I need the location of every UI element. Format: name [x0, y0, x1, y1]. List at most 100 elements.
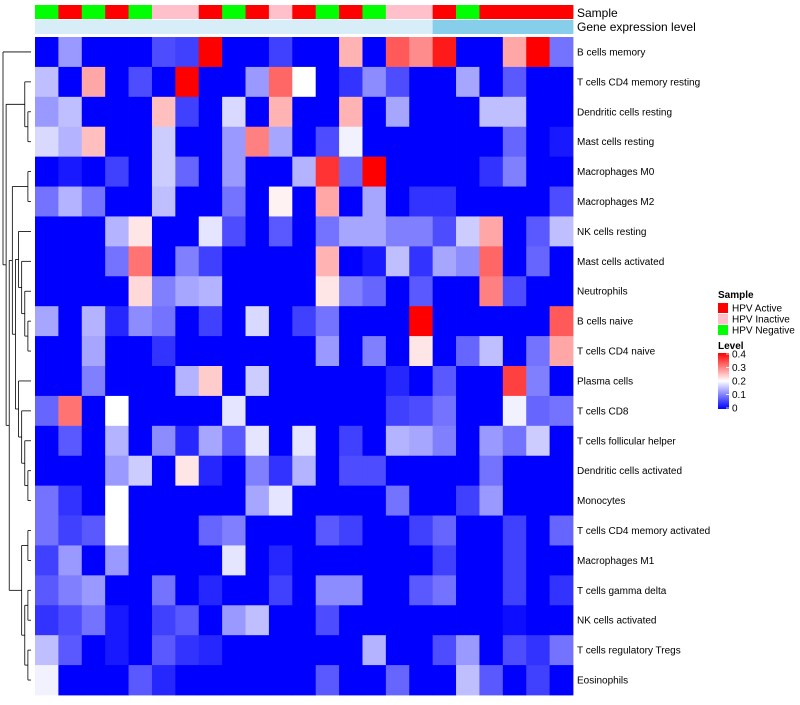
row-label: Eosinophils: [577, 676, 628, 687]
heatmap-cell: [128, 336, 153, 367]
heatmap-cell: [268, 635, 293, 666]
heatmap-cell: [292, 665, 317, 696]
heatmap-cell: [432, 366, 457, 397]
heatmap-cell: [58, 276, 83, 307]
heatmap-cell: [456, 425, 480, 457]
heatmap-cell: [526, 276, 551, 307]
heatmap-cell: [128, 545, 153, 576]
row-label: Mast cells activated: [577, 257, 664, 268]
heatmap-cell: [35, 186, 59, 217]
sample-annotation-cell: [81, 5, 106, 19]
heatmap-cell: [502, 545, 527, 576]
heatmap-cell: [526, 545, 551, 576]
heatmap-cell: [175, 515, 200, 546]
sample-annotation-cell: [339, 5, 363, 19]
heatmap-cell: [409, 485, 434, 516]
legend-level-tick-label: 0.4: [732, 350, 746, 361]
heatmap-cell: [502, 575, 527, 606]
heatmap-cell: [81, 37, 106, 68]
heatmap-cell: [105, 665, 129, 696]
heatmap-cell: [128, 605, 153, 636]
heatmap-cell: [502, 216, 527, 247]
heatmap-cell: [385, 515, 410, 546]
heatmap-cell: [81, 605, 106, 636]
heatmap-cell: [339, 336, 363, 367]
heatmap-cell: [549, 635, 574, 666]
heatmap-cell: [339, 545, 363, 576]
heatmap-cell: [198, 186, 223, 217]
heatmap-cell: [58, 37, 83, 68]
heatmap-cell: [526, 366, 551, 397]
heatmap-cell: [339, 276, 363, 307]
legend-entry-label: HPV Inactive: [732, 315, 790, 326]
heatmap-cell: [432, 66, 457, 98]
row-label: T cells gamma delta: [577, 586, 667, 597]
sample-annotation-cell: [35, 5, 59, 19]
heatmap-cell: [58, 366, 83, 397]
heatmap-cell: [432, 156, 457, 187]
heatmap-cell: [245, 455, 270, 487]
heatmap-cell: [35, 515, 59, 546]
heatmap-cell: [479, 575, 504, 606]
heatmap-cell: [151, 515, 176, 546]
heatmap-cell: [479, 395, 504, 427]
heatmap-cell: [151, 665, 176, 696]
heatmap-cell: [81, 665, 106, 696]
heatmap-cell: [385, 455, 410, 487]
heatmap-cell: [385, 186, 410, 217]
heatmap-cell: [456, 186, 480, 217]
sample-annotation-cell: [268, 5, 293, 19]
heatmap-cell: [175, 605, 200, 636]
heatmap-cell: [175, 276, 200, 307]
heatmap-cell: [81, 66, 106, 98]
heatmap-cell: [385, 635, 410, 666]
heatmap-cell: [502, 96, 527, 128]
heatmap-cell: [128, 665, 153, 696]
gene-annotation-cell: [58, 20, 83, 34]
heatmap-cell: [456, 156, 480, 187]
heatmap-cell: [315, 216, 340, 247]
heatmap-cell: [549, 485, 574, 516]
heatmap-cell: [502, 455, 527, 487]
heatmap-cell: [245, 545, 270, 576]
gene-annotation-cell: [175, 20, 200, 34]
heatmap-cell: [456, 37, 480, 68]
heatmap-cell: [315, 66, 340, 98]
heatmap-cell: [456, 336, 480, 367]
heatmap-cell: [362, 186, 387, 217]
heatmap-cell: [385, 216, 410, 247]
heatmap-cell: [151, 425, 176, 457]
heatmap-cell: [315, 545, 340, 576]
heatmap-cell: [105, 485, 129, 516]
heatmap-cell: [292, 425, 317, 457]
heatmap-cell: [479, 366, 504, 397]
heatmap-cell: [35, 246, 59, 277]
heatmap-cell: [292, 336, 317, 367]
heatmap-cell: [315, 96, 340, 128]
sample-annotation-cell: [385, 5, 410, 19]
row-label: Monocytes: [577, 496, 625, 507]
heatmap-cell: [549, 425, 574, 457]
heatmap-cell: [549, 575, 574, 606]
heatmap-cell: [526, 66, 551, 98]
heatmap-cell: [549, 455, 574, 487]
heatmap-cell: [432, 186, 457, 217]
heatmap-cell: [432, 336, 457, 367]
heatmap-cell: [456, 366, 480, 397]
heatmap-cell: [526, 126, 551, 158]
sample-annotation-cell: [198, 5, 223, 19]
heatmap-cell: [385, 246, 410, 277]
heatmap-cell: [35, 635, 59, 666]
heatmap-cell: [526, 306, 551, 337]
heatmap-cell: [339, 635, 363, 666]
heatmap-cell: [268, 485, 293, 516]
heatmap-cell: [35, 306, 59, 337]
heatmap-cell: [175, 635, 200, 666]
heatmap-cell: [245, 126, 270, 158]
sample-annotation-cell: [222, 5, 246, 19]
heatmap-cell: [409, 126, 434, 158]
heatmap-cell: [268, 455, 293, 487]
heatmap-cell: [175, 306, 200, 337]
heatmap-cell: [105, 545, 129, 576]
gene-annotation-cell: [81, 20, 106, 34]
